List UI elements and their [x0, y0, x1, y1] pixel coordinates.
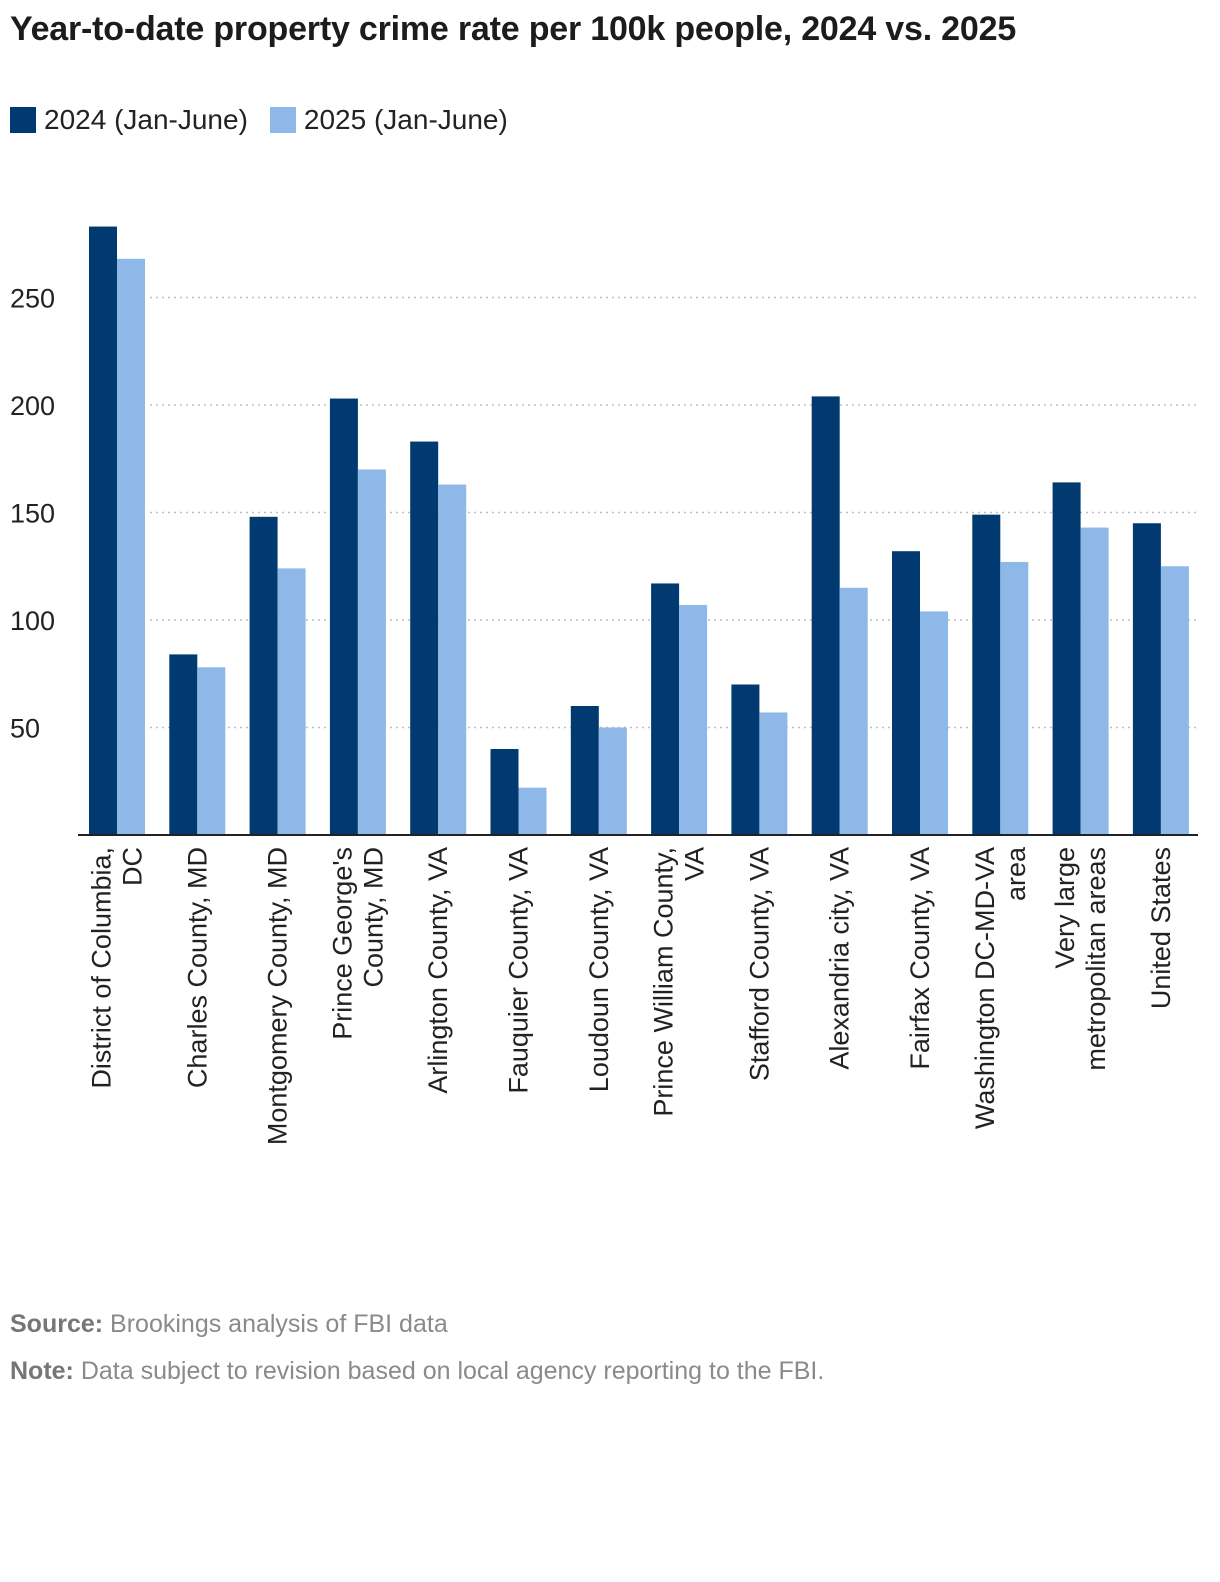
bar-2024-5 [490, 749, 519, 835]
x-tick-label-0: District of Columbia,DC [87, 847, 148, 1089]
chart-title: Year-to-date property crime rate per 100… [10, 10, 1017, 48]
bar-2024-13 [1132, 523, 1161, 835]
source-label: Source: [10, 1310, 104, 1338]
y-tick-label-250: 250 [10, 284, 55, 314]
legend-item-2025: 2025 (Jan-June) [269, 104, 508, 136]
x-tick-label-2: Montgomery County, MD [263, 847, 293, 1145]
source-line: Source: Brookings analysis of FBI data [10, 1310, 448, 1339]
bar-2024-6 [570, 706, 599, 835]
bar-2024-7 [651, 583, 680, 835]
x-tick-label-12: Very largemetropolitan areas [1050, 847, 1111, 1071]
bar-2024-3 [329, 398, 358, 835]
legend-swatch-2024 [10, 107, 36, 133]
bar-2024-4 [410, 441, 439, 835]
x-tick-label-4: Arlington County, VA [423, 847, 453, 1094]
bar-2024-2 [249, 516, 278, 835]
x-tick-label-13: United States [1146, 847, 1176, 1009]
bar-2024-1 [169, 654, 198, 835]
x-tick-label-9: Alexandria city, VA [825, 847, 855, 1070]
x-tick-label-5: Fauquier County, VA [504, 847, 534, 1094]
bar-2025-7 [679, 604, 708, 835]
legend-label-2024: 2024 (Jan-June) [44, 104, 248, 135]
x-tick-label-10: Fairfax County, VA [905, 847, 935, 1070]
note-label: Note: [10, 1357, 74, 1385]
source-text: Brookings analysis of FBI data [110, 1310, 448, 1338]
bar-2025-3 [357, 469, 386, 835]
bar-2025-11 [1000, 561, 1029, 835]
bar-2025-13 [1160, 566, 1189, 835]
bar-2025-0 [117, 258, 145, 835]
y-tick-label-150: 150 [10, 499, 55, 529]
bar-2024-0 [89, 226, 117, 836]
x-tick-label-3: Prince George'sCounty, MD [327, 847, 388, 1040]
bar-2024-10 [892, 551, 920, 835]
legend-swatch-2025 [269, 107, 296, 133]
legend-label-2025: 2025 (Jan-June) [303, 104, 508, 135]
y-tick-label-50: 50 [10, 714, 40, 744]
bar-2025-9 [839, 587, 868, 835]
bar-2025-10 [920, 611, 948, 835]
legend-item-2024: 2024 (Jan-June) [10, 104, 248, 136]
bar-2024-8 [731, 684, 760, 835]
bar-2024-11 [972, 514, 1001, 835]
bar-chart: 50 100 150 200 250 District of Columbia,DC Cha… [10, 226, 1198, 1145]
note-line: Note: Data subject to revision based on … [10, 1357, 824, 1386]
y-tick-label-100: 100 [10, 606, 55, 636]
bar-2025-12 [1080, 527, 1109, 835]
bar-2024-9 [811, 396, 840, 835]
bar-2025-2 [277, 568, 306, 835]
bar-2025-8 [759, 712, 788, 835]
x-tick-label-7: Prince William County,VA [649, 847, 710, 1117]
bar-2025-6 [598, 727, 627, 835]
bar-2025-4 [438, 484, 467, 835]
x-tick-label-1: Charles County, MD [182, 847, 212, 1088]
x-tick-label-11: Washington DC-MD-VAarea [970, 846, 1031, 1129]
legend: 2024 (Jan-June) 2025 (Jan-June) [10, 104, 530, 136]
bar-2025-5 [518, 787, 547, 835]
bar-2025-1 [197, 667, 226, 835]
y-tick-label-200: 200 [10, 391, 55, 421]
bar-2024-12 [1052, 482, 1081, 835]
note-text: Data subject to revision based on local … [80, 1357, 825, 1385]
x-tick-label-8: Stafford County, VA [744, 847, 774, 1081]
x-tick-label-6: Loudoun County, VA [584, 847, 614, 1092]
